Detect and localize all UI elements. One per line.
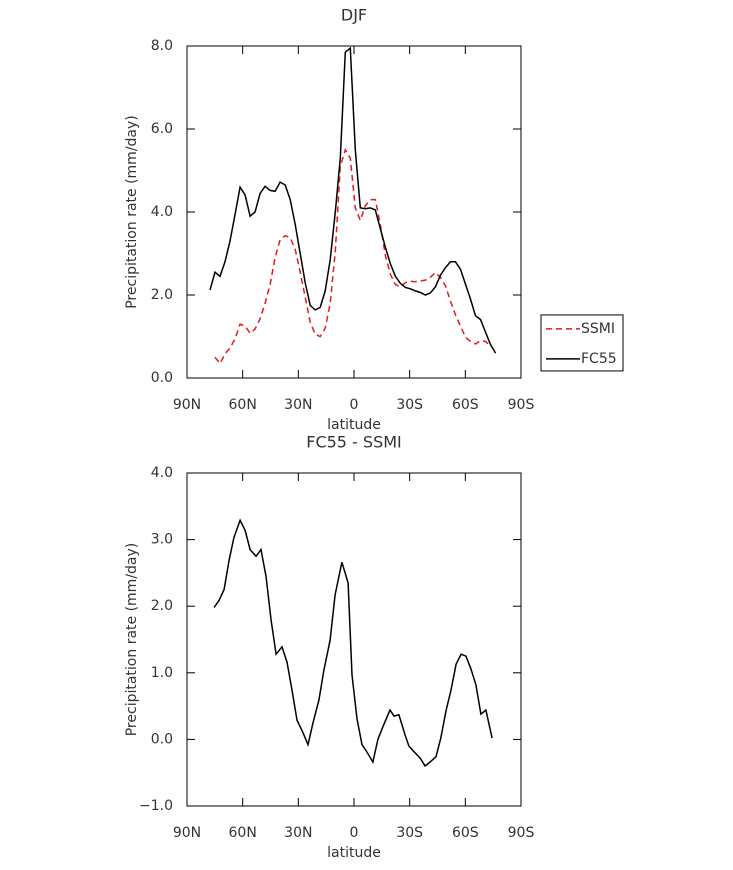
y-tick-label: 0.0 [151,731,173,747]
y-tick-label: 4.0 [151,204,173,220]
y-tick-label: 2.0 [151,598,173,614]
x-tick-label: 60N [229,397,257,413]
y-tick-label: −1.0 [139,798,173,814]
x-tick-label: 30N [284,397,312,413]
x-tick-label: 60S [452,825,479,841]
y-tick-label: 8.0 [151,38,173,54]
y-tick-label: 4.0 [151,465,173,481]
plot-frame [186,45,522,379]
y-tick-label: 2.0 [151,287,173,303]
x-tick-label: 90N [173,397,201,413]
x-tick-label: 90S [508,397,535,413]
x-tick-label: 90S [508,825,535,841]
x-tick-label: 30S [396,825,423,841]
legend-label: FC55 [581,351,617,367]
legend-box [540,314,624,372]
x-tick-label: 90N [173,825,201,841]
chart-title: DJF [341,6,367,25]
x-tick-label: 0 [350,397,359,413]
x-tick-label: 30S [396,397,423,413]
legend-label: SSMI [581,321,615,337]
x-tick-label: 30N [284,825,312,841]
x-axis-label: latitude [327,417,381,433]
x-tick-label: 60S [452,397,479,413]
series-line [214,147,492,365]
y-tick-label: 3.0 [151,532,173,548]
y-tick-label: 6.0 [151,121,173,137]
x-tick-label: 60N [229,825,257,841]
x-axis-label: latitude [327,845,381,861]
plot-frame [186,472,522,807]
y-tick-label: 0.0 [151,370,173,386]
y-axis-label: Precipitation rate (mm/day) [124,115,140,309]
y-axis-label: Precipitation rate (mm/day) [124,543,140,737]
series-line [213,518,493,768]
x-tick-label: 0 [350,825,359,841]
y-tick-label: 1.0 [151,665,173,681]
chart-title: FC55 - SSMI [306,433,402,452]
series-line [209,46,497,354]
